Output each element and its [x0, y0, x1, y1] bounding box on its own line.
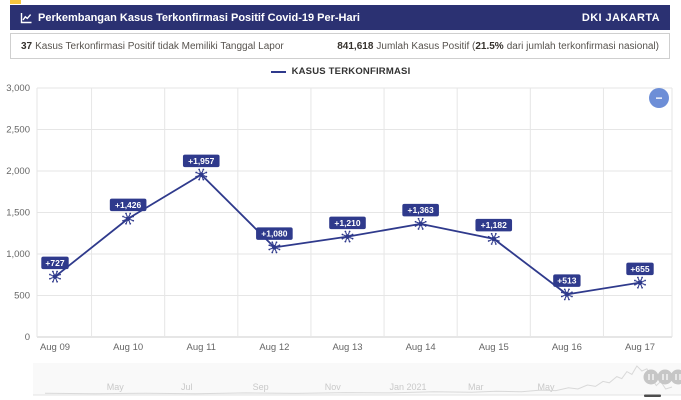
virus-marker-icon[interactable]: [341, 230, 354, 243]
data-label-box: [182, 154, 220, 168]
line-chart: 0 500 1,000 1,500 2,000 2,500 3,000 Aug 09 Aug 1…: [6, 83, 681, 398]
navigator-month-label: Sep: [253, 382, 269, 392]
data-label: +1,426: [115, 200, 142, 210]
y-tick-label: 0: [25, 332, 30, 343]
y-tick-label: 2,500: [6, 125, 30, 136]
x-tick-label: Aug 14: [406, 342, 436, 353]
line-chart-icon: [20, 12, 32, 24]
data-label-box: [41, 256, 69, 270]
scrollbar-thumb[interactable]: [644, 394, 661, 398]
x-tick-label: Aug 11: [187, 342, 216, 353]
navigator-month-label: May: [107, 382, 125, 392]
data-label: +1,080: [261, 229, 288, 239]
navigator-month-label: Mar: [468, 382, 484, 392]
chart-title: Perkembangan Kasus Terkonfirmasi Positif…: [38, 11, 360, 24]
stat-total-positive-label: Jumlah Kasus Positif (: [376, 40, 476, 52]
stat-total-positive-pct: 21.5%: [475, 40, 504, 52]
data-label: +513: [557, 276, 576, 286]
data-label: +655: [630, 264, 649, 274]
data-label-box: [475, 218, 513, 232]
navigator-sparkline: [44, 365, 673, 395]
virus-marker-icon[interactable]: [414, 217, 427, 230]
chart-header-left: Perkembangan Kasus Terkonfirmasi Positif…: [20, 12, 360, 24]
virus-marker-icon[interactable]: [560, 288, 573, 301]
virus-marker-icon[interactable]: [487, 232, 500, 245]
x-tick-label: Aug 09: [40, 342, 70, 353]
stats-bar: 37 Kasus Terkonfirmasi Positif tidak Memi…: [10, 33, 670, 59]
stat-no-report-date-label: Kasus Terkonfirmasi Positif tidak Memili…: [35, 40, 284, 52]
x-tick-label: Aug 12: [259, 342, 289, 353]
data-label-box: [553, 274, 581, 287]
navigator-month-label: Jul: [181, 382, 193, 392]
zoom-out-button[interactable]: −: [649, 88, 669, 108]
stat-no-report-date-value: 37: [21, 40, 33, 52]
chart-header-bar: Perkembangan Kasus Terkonfirmasi Positif…: [10, 5, 670, 30]
legend-label: KASUS TERKONFIRMASI: [291, 66, 411, 77]
navigator-track[interactable]: [33, 363, 681, 395]
navigator-month-label: May: [537, 382, 555, 392]
x-tick-label: Aug 10: [113, 342, 143, 353]
data-label: +727: [45, 258, 64, 268]
navigator-handle[interactable]: [657, 369, 673, 385]
y-tick-label: 3,000: [6, 83, 30, 94]
virus-marker-icon[interactable]: [195, 168, 208, 181]
data-label: +1,210: [334, 218, 361, 228]
stat-total-positive-tail: dari jumlah terkonfirmasi nasional): [506, 40, 659, 52]
region-label: DKI JAKARTA: [581, 11, 660, 24]
y-tick-label: 500: [14, 291, 30, 302]
y-tick-label: 2,000: [6, 166, 30, 177]
data-label-box: [402, 203, 439, 217]
x-tick-label: Aug 15: [479, 342, 509, 353]
x-tick-label: Aug 17: [625, 342, 655, 353]
data-label-box: [626, 262, 654, 276]
data-label: +1,182: [481, 220, 508, 230]
data-label: +1,363: [408, 205, 435, 215]
legend-line-swatch: [270, 70, 286, 73]
navigator-handle[interactable]: [643, 369, 659, 385]
y-tick-label: 1,000: [6, 249, 30, 260]
y-tick-label: 1,500: [6, 208, 30, 219]
navigator-month-label: Jan 2021: [390, 382, 427, 392]
background-tab-peek: [10, 0, 21, 4]
stat-total-positive: 841,618 Jumlah Kasus Positif (21.5% dari j…: [337, 41, 659, 52]
stat-no-report-date: 37 Kasus Terkonfirmasi Positif tidak Memi…: [21, 41, 284, 52]
navigator-month-label: Nov: [325, 382, 342, 392]
minus-icon: −: [655, 91, 663, 105]
x-tick-label: Aug 13: [332, 342, 362, 353]
virus-marker-icon[interactable]: [122, 212, 135, 225]
virus-marker-icon[interactable]: [49, 270, 61, 283]
data-label-box: [256, 227, 293, 240]
x-tick-label: Aug 16: [552, 342, 582, 353]
data-label-box: [329, 216, 366, 230]
data-label: +1,957: [188, 156, 215, 166]
data-label-box: [109, 198, 147, 212]
virus-marker-icon[interactable]: [634, 276, 646, 289]
chart-legend[interactable]: KASUS TERKONFIRMASI: [0, 66, 681, 77]
virus-marker-icon[interactable]: [268, 241, 281, 254]
stat-total-positive-value: 841,618: [337, 40, 374, 52]
